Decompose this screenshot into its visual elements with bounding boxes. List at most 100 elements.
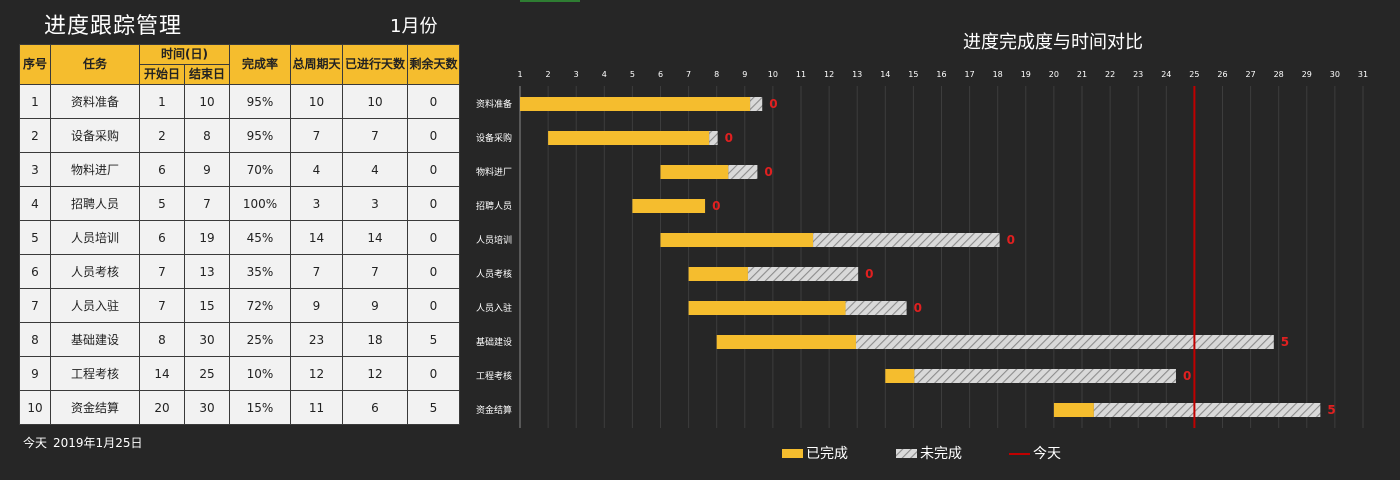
bar-completed [688,301,846,315]
category-label: 物料进厂 [476,166,512,178]
remaining-labels: 0 0 0 0 0 0 0 5 0 5 [712,97,1336,417]
header-end: 结束日 [184,64,230,85]
table-row: 9 工程考核 14 25 10% 12 12 0 [19,356,460,391]
cell-rate: 35% [229,254,291,289]
category-label: 基础建设 [476,336,512,348]
cell-end: 30 [184,390,230,425]
cell-total: 9 [290,288,343,323]
cell-total: 7 [290,254,343,289]
cell-end: 19 [184,220,230,255]
x-tick-label: 8 [714,70,719,79]
header-seq: 序号 [19,44,51,85]
x-tick-label: 11 [796,70,806,79]
cell-elapsed: 4 [342,152,408,187]
x-tick-label: 24 [1161,70,1171,79]
bar-incomplete [845,301,907,315]
remaining-label: 0 [914,301,922,315]
table-row: 2 设备采购 2 8 95% 7 7 0 [19,118,460,153]
cell-elapsed: 18 [342,322,408,357]
x-tick-label: 27 [1246,70,1256,79]
bar-incomplete [728,165,758,179]
category-label: 人员入驻 [476,303,512,314]
cell-rate: 95% [229,118,291,153]
x-tick-label: 15 [908,70,918,79]
category-label: 人员培训 [476,234,512,246]
x-tick-label: 4 [602,70,607,79]
x-tick-label: 10 [768,70,778,79]
x-tick-label: 18 [993,70,1003,79]
cell-start: 6 [139,220,185,255]
category-label: 人员考核 [476,268,512,280]
cell-remaining: 0 [407,254,460,289]
x-tick-label: 29 [1302,70,1312,79]
table-body: 1 资料准备 1 10 95% 10 10 0 2 设备采购 2 8 95% 7 7 0 3 物料进厂 6 9 70% 4… [19,84,460,425]
remaining-label: 0 [725,131,733,145]
cell-seq: 1 [19,84,51,119]
today-note-label: 今天 [23,436,48,450]
cell-start: 7 [139,288,185,323]
cell-start: 8 [139,322,185,357]
cell-remaining: 5 [407,390,460,425]
cell-total: 12 [290,356,343,391]
cell-rate: 45% [229,220,291,255]
cell-elapsed: 10 [342,84,408,119]
cell-seq: 7 [19,288,51,323]
header-rate: 完成率 [229,44,291,85]
cell-seq: 5 [19,220,51,255]
top-accent-line [520,0,580,2]
cell-end: 7 [184,186,230,221]
cell-remaining: 0 [407,356,460,391]
cell-elapsed: 7 [342,254,408,289]
x-tick-label: 17 [965,70,975,79]
bar-incomplete [813,233,1000,247]
progress-table: 序号 任务 时间(日) 完成率 总周期天 已进行天数 剩余天数 开始日 结束日 … [19,44,460,425]
table-row: 3 物料进厂 6 9 70% 4 4 0 [19,152,460,187]
cell-end: 15 [184,288,230,323]
x-tick-label: 12 [824,70,834,79]
x-tick-label: 25 [1189,70,1199,79]
cell-rate: 70% [229,152,291,187]
bar-completed [660,165,729,179]
cell-seq: 6 [19,254,51,289]
cell-task: 设备采购 [50,118,140,153]
cell-total: 10 [290,84,343,119]
x-tick-label: 30 [1330,70,1340,79]
cell-total: 4 [290,152,343,187]
x-tick-label: 20 [1049,70,1059,79]
cell-elapsed: 12 [342,356,408,391]
remaining-label: 5 [1281,335,1289,349]
remaining-label: 0 [769,97,777,111]
bar-incomplete [855,335,1274,349]
cell-task: 资料准备 [50,84,140,119]
x-tick-label: 5 [630,70,635,79]
cell-start: 7 [139,254,185,289]
bar-incomplete [709,131,718,145]
gantt-chart: 进度完成度与时间对比 1 2 3 4 5 6 7 8 9 10 11 12 13 14 15 16 17 18 19… [476,32,1368,462]
bar-incomplete [750,97,763,111]
table-row: 5 人员培训 6 19 45% 14 14 0 [19,220,460,255]
cell-elapsed: 9 [342,288,408,323]
bar-incomplete [747,267,859,281]
cell-start: 2 [139,118,185,153]
bar-completed [632,199,706,213]
remaining-label: 0 [712,199,720,213]
cell-end: 10 [184,84,230,119]
bar-completed [1053,403,1094,417]
cell-seq: 4 [19,186,51,221]
cell-rate: 10% [229,356,291,391]
cell-task: 招聘人员 [50,186,140,221]
bar-completed [660,233,814,247]
cell-task: 基础建设 [50,322,140,357]
header-task: 任务 [50,44,140,85]
cell-start: 20 [139,390,185,425]
x-tick-label: 2 [546,70,551,79]
bar-completed [885,369,915,383]
cell-seq: 2 [19,118,51,153]
remaining-label: 0 [764,165,772,179]
cell-remaining: 0 [407,118,460,153]
cell-task: 人员入驻 [50,288,140,323]
x-axis-ticks: 1 2 3 4 5 6 7 8 9 10 11 12 13 14 15 16 17 18 19 20 21 22 23 24 2… [517,70,1368,79]
table-row: 8 基础建设 8 30 25% 23 18 5 [19,322,460,357]
table-row: 4 招聘人员 5 7 100% 3 3 0 [19,186,460,221]
